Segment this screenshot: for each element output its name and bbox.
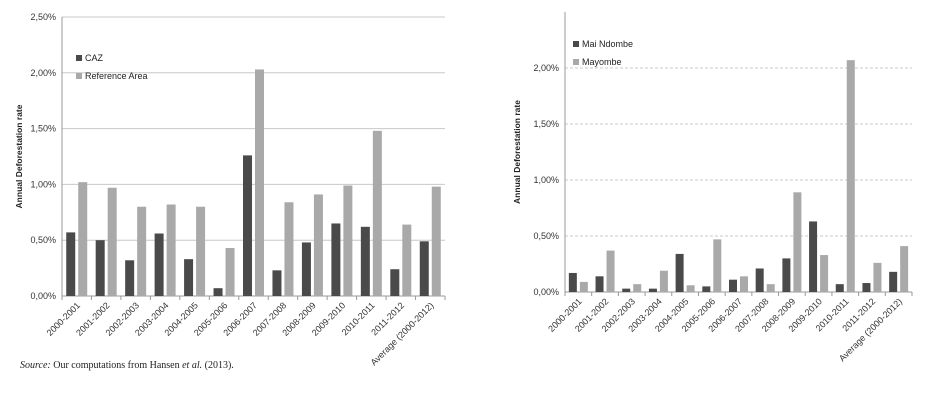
bar-series2: [686, 285, 695, 292]
bar-series2: [107, 187, 117, 296]
y-tick-label: 1,50%: [30, 124, 56, 134]
bar-series1: [622, 288, 631, 292]
bar-series2: [196, 206, 206, 296]
legend-label: Mayombe: [582, 57, 622, 67]
bar-series1: [729, 279, 737, 292]
bar-series2: [900, 246, 909, 292]
bar-series1: [782, 258, 791, 292]
source-etal: et al.: [182, 360, 203, 371]
y-tick-label: 2,00%: [30, 68, 56, 78]
bar-series1: [889, 271, 898, 292]
legend-swatch: [573, 41, 579, 47]
y-tick-label: 1,00%: [30, 179, 56, 189]
bar-series1: [301, 242, 311, 296]
legend-label: Reference Area: [85, 71, 148, 81]
y-tick-label: 0,00%: [30, 291, 56, 301]
bar-series1: [595, 276, 604, 292]
bar-series2: [846, 60, 855, 292]
chart-caz-reference: 0,00%0,50%1,00%1,50%2,00%2,50%2000-20012…: [14, 12, 446, 367]
bar-series2: [166, 204, 176, 296]
bar-series2: [431, 186, 441, 296]
y-tick-label: 1,00%: [533, 175, 559, 185]
bar-series1: [331, 223, 341, 296]
bar-series2: [372, 130, 382, 296]
legend-swatch: [76, 55, 82, 61]
bar-series1: [184, 259, 194, 296]
bar-series2: [740, 276, 748, 292]
bar-series1: [675, 253, 684, 292]
bar-series1: [213, 288, 223, 296]
chart-maindombe-mayombe: 0,00%0,50%1,00%1,50%2,00%2000-20012001-2…: [512, 12, 913, 363]
y-tick-label: 1,50%: [533, 119, 559, 129]
bar-series1: [862, 283, 871, 292]
legend-swatch: [573, 59, 579, 65]
bar-series1: [66, 232, 76, 296]
bar-series2: [793, 192, 802, 292]
bar-series2: [78, 182, 88, 296]
bar-series1: [272, 270, 282, 296]
bar-series2: [343, 185, 353, 296]
source-note: Source: Our computations from Hansen et …: [20, 360, 234, 371]
legend-label: Mai Ndombe: [582, 39, 633, 49]
y-tick-label: 0,50%: [533, 231, 559, 241]
source-year: (2013).: [204, 360, 234, 371]
y-axis-label: Annual Deforestation rate: [512, 100, 522, 204]
bar-series1: [243, 155, 252, 296]
bar-series2: [225, 248, 235, 296]
bar-series2: [659, 270, 668, 292]
bar-series1: [154, 233, 164, 296]
legend-label: CAZ: [85, 53, 104, 63]
y-tick-label: 2,00%: [533, 63, 559, 73]
bar-series2: [766, 284, 775, 292]
bar-series2: [873, 262, 882, 292]
bar-series1: [809, 221, 818, 292]
bar-series2: [713, 239, 722, 292]
y-tick-label: 0,00%: [533, 287, 559, 297]
source-label: Source:: [20, 360, 51, 371]
bar-series2: [633, 284, 642, 292]
bar-series1: [568, 272, 577, 292]
bar-series1: [755, 268, 764, 292]
bar-series2: [579, 281, 588, 292]
y-tick-label: 2,50%: [30, 12, 56, 22]
bar-series2: [820, 255, 829, 292]
source-text: Our computations from Hansen: [53, 360, 180, 371]
bar-series1: [648, 288, 657, 292]
bar-series1: [390, 269, 400, 296]
bar-series2: [255, 69, 264, 297]
bar-series2: [402, 224, 412, 296]
bar-series1: [95, 240, 105, 296]
legend-background: [70, 142, 183, 158]
bar-series1: [360, 226, 370, 296]
bar-series2: [284, 202, 294, 296]
bar-series2: [137, 206, 147, 296]
y-tick-label: 0,50%: [30, 235, 56, 245]
legend-swatch: [76, 73, 82, 79]
bar-series1: [835, 284, 844, 292]
bar-series2: [313, 194, 323, 296]
bar-series1: [702, 286, 711, 292]
bar-series1: [419, 241, 429, 296]
bar-series1: [125, 260, 135, 296]
bar-series2: [606, 250, 615, 292]
y-axis-label: Annual Deforestation rate: [14, 104, 24, 208]
